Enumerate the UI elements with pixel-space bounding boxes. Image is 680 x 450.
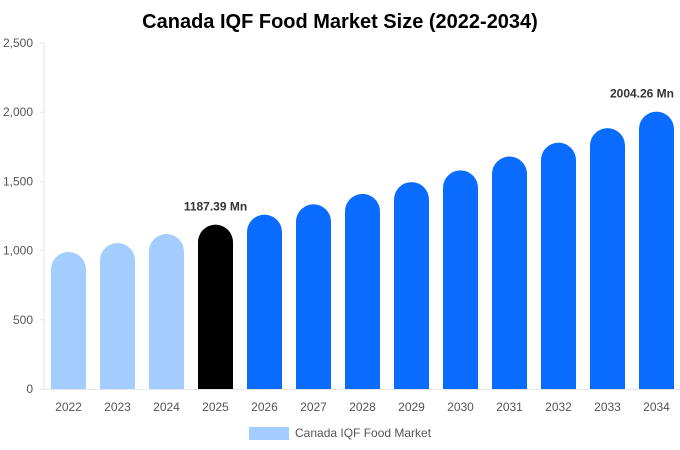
legend[interactable]: Canada IQF Food Market xyxy=(249,426,432,440)
x-tick-label: 2027 xyxy=(300,400,327,414)
y-tick-label: 0 xyxy=(26,382,33,396)
y-tick-label: 2,500 xyxy=(3,36,33,50)
y-axis: 0 500 1,000 1,500 2,000 2,500 xyxy=(3,36,45,396)
x-tick-label: 2030 xyxy=(447,400,474,414)
x-tick-label: 2025 xyxy=(202,400,229,414)
x-tick-label: 2023 xyxy=(104,400,131,414)
y-tick-label: 1,000 xyxy=(3,244,33,258)
bar-2023[interactable] xyxy=(100,242,135,389)
legend-label: Canada IQF Food Market xyxy=(295,426,432,440)
bar-2026[interactable] xyxy=(247,214,282,389)
bar-2028[interactable] xyxy=(345,193,380,389)
legend-swatch xyxy=(249,427,289,440)
x-tick-label: 2033 xyxy=(594,400,621,414)
chart-title: Canada IQF Food Market Size (2022-2034) xyxy=(142,11,538,33)
bar-2025[interactable] xyxy=(198,224,233,389)
x-tick-label: 2022 xyxy=(55,400,82,414)
bar-2022[interactable] xyxy=(51,251,86,389)
bar-2033[interactable] xyxy=(590,128,625,389)
bar-2024[interactable] xyxy=(149,233,184,389)
data-labels-group: 1187.39 Mn 2004.26 Mn xyxy=(184,87,674,214)
y-tick-label: 500 xyxy=(13,313,33,327)
bar-2029[interactable] xyxy=(394,182,429,389)
bar-2034[interactable] xyxy=(639,111,674,389)
x-tick-label: 2028 xyxy=(349,400,376,414)
x-tick-label: 2034 xyxy=(643,400,670,414)
bar-2032[interactable] xyxy=(541,142,576,389)
y-tick-label: 1,500 xyxy=(3,174,33,188)
x-tick-label: 2024 xyxy=(153,400,180,414)
x-tick-label: 2032 xyxy=(545,400,572,414)
bar-2027[interactable] xyxy=(296,204,331,389)
bars-group xyxy=(51,111,674,389)
data-label-2034: 2004.26 Mn xyxy=(610,87,674,101)
x-tick-label: 2031 xyxy=(496,400,523,414)
bar-2030[interactable] xyxy=(443,170,478,389)
x-tick-label: 2026 xyxy=(251,400,278,414)
y-tick-label: 2,000 xyxy=(3,105,33,119)
x-tick-label: 2029 xyxy=(398,400,425,414)
data-label-2025: 1187.39 Mn xyxy=(184,200,247,214)
x-axis: 2022 2023 2024 2025 2026 2027 2028 2029 2030 2031… xyxy=(44,389,680,414)
bar-2031[interactable] xyxy=(492,156,527,389)
